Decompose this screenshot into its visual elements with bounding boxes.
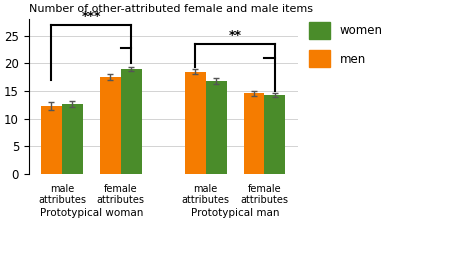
Text: ***: *** xyxy=(82,10,101,23)
Bar xyxy=(62,104,83,174)
Bar xyxy=(41,106,62,174)
Bar xyxy=(185,72,206,174)
Legend: women, men: women, men xyxy=(309,22,383,67)
Bar xyxy=(121,69,142,174)
Bar xyxy=(244,93,264,174)
Text: **: ** xyxy=(228,29,242,42)
Text: Prototypical woman: Prototypical woman xyxy=(40,208,143,218)
Bar xyxy=(206,81,227,174)
Bar xyxy=(264,95,285,174)
Text: Number of other-attributed female and male items: Number of other-attributed female and ma… xyxy=(29,4,313,14)
Bar xyxy=(100,77,121,174)
Text: Prototypical man: Prototypical man xyxy=(191,208,279,218)
